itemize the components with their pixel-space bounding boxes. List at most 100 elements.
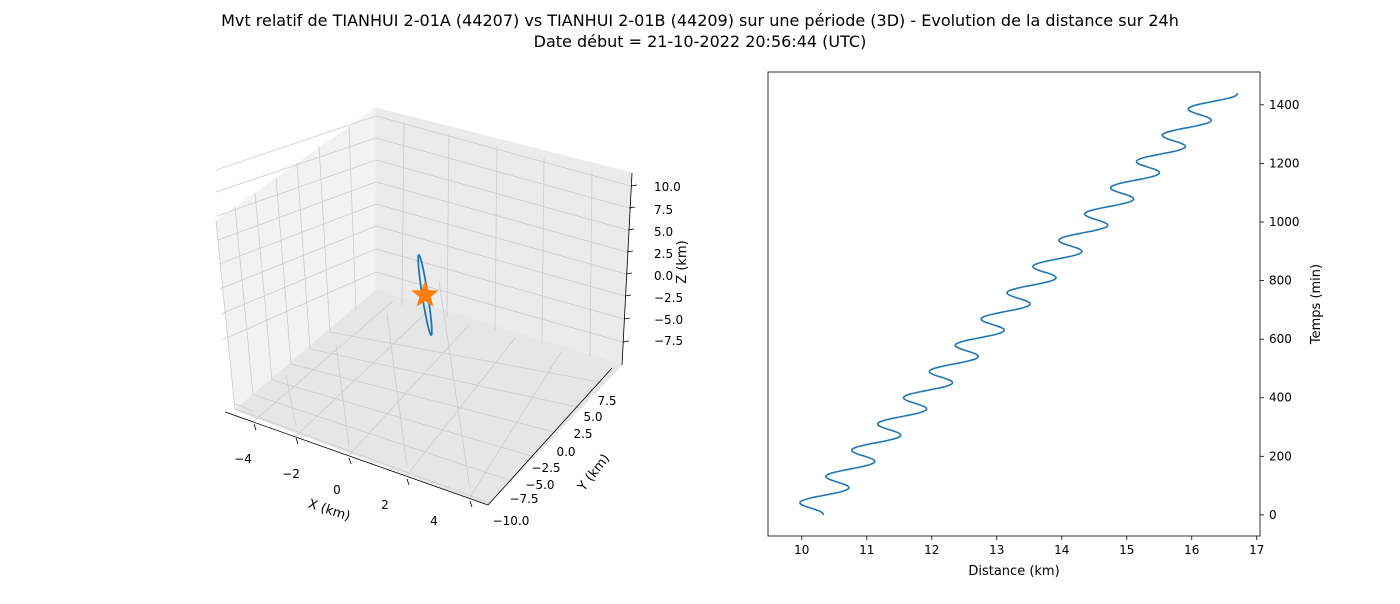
grid-line [329,331,606,384]
z-tick-label: 10.0 [654,180,681,194]
z-tick [624,294,632,297]
y-tick-label: 7.5 [597,394,616,408]
grid-line [318,145,331,334]
x-tick [406,478,410,486]
x-tick-label: 11 [859,543,874,557]
y-tick-label: 0.0 [556,445,575,459]
z-axis-line [621,172,633,366]
grid-line [401,122,405,306]
grid-line [589,170,593,357]
z-tick-label: 0.0 [654,269,673,283]
grid-line [215,220,236,411]
x-tick-label: −2 [282,467,300,481]
grid-line [375,159,629,231]
grid-line [217,181,377,241]
grid-line [235,408,491,504]
x-axis-label: X (km) [306,497,352,525]
grid-line [219,225,377,290]
y-axis-label: Y (km) [575,452,614,495]
x-tick-label: 4 [430,514,438,528]
x-axis-label-2d: Distance (km) [968,564,1059,579]
z-tick [625,272,633,275]
y-tick-label: −5.0 [525,478,554,492]
z-tick-label: −5.0 [654,313,683,327]
ticks-2d: 10 11 12 13 14 15 16 17 0 200 400 600 800 1000 1200 140… [794,98,1299,557]
grid-line [386,313,408,468]
y-axis-line [487,367,613,506]
x-axis-line [224,411,489,506]
y-tick-label: 800 [1269,274,1292,288]
y-axis-label-2d: Temps (min) [1309,264,1324,345]
y-tick-label: 2.5 [573,427,592,441]
x-tick-label: −4 [234,452,252,466]
x-tick [295,437,299,445]
y-tick-label: 1400 [1269,98,1300,112]
grid-line [218,203,377,265]
grid-line [275,177,292,365]
z-tick [623,317,631,320]
y-tick-label: 400 [1269,391,1292,405]
z-tick-label: 2.5 [654,247,673,261]
z-tick-label: −2.5 [654,291,683,305]
grid-line [469,351,562,498]
x-tick-label: 17 [1249,543,1264,557]
y-tick-label: 1000 [1269,215,1300,229]
grid-line [253,394,513,482]
grid-line [271,379,536,458]
chart-title: Mvt relatif de TIANHUI 2-01A (44207) vs … [221,11,1179,30]
grid-line [220,248,377,315]
grid-3d [215,115,632,504]
x-tick-label: 0 [333,483,341,497]
y-tick-label: −7.5 [509,492,538,506]
z-tick-label: −7.5 [654,334,683,348]
y-tick-label: 5.0 [583,410,602,424]
grid-line [375,137,630,209]
grid-line [253,300,394,422]
grid-line [221,271,377,341]
grid-line [438,280,471,490]
y-tick-label: −2.5 [531,461,560,475]
z-tick [627,228,635,231]
z-tick-label: 5.0 [654,225,673,239]
z-tick [622,340,630,343]
distance-series-line [799,92,1238,516]
grid-line [254,192,273,381]
y-tick-label: −10.0 [493,514,530,528]
grid-line [375,271,624,343]
grid-line [309,348,583,409]
grid-line [375,181,628,253]
grid-line [295,311,428,437]
grid-line [296,162,311,350]
x-tick-label: 15 [1119,543,1134,557]
plot-2d: 10 11 12 13 14 15 16 17 0 200 400 600 800 1000 1200 140… [767,71,1324,579]
x-tick-label: 12 [924,543,939,557]
satellite-star-marker [411,280,439,307]
x-tick-label: 10 [794,543,809,557]
trajectory-line [417,254,433,336]
grid-line [335,344,350,447]
z-tick [626,250,634,253]
x-tick-label: 2 [381,498,389,512]
x-tick [469,500,473,508]
chart-subtitle: Date début = 21-10-2022 20:56:44 (UTC) [534,32,867,51]
plot-area [767,71,1261,537]
grid-line [290,363,559,434]
z-tick [630,184,638,187]
x-tick [253,423,257,431]
y-tick-label: 1200 [1269,156,1300,170]
x-tick-label: 13 [989,543,1004,557]
grid-line [446,133,450,318]
y-tick-label: 600 [1269,332,1292,346]
z-tick-label: 7.5 [654,203,673,217]
z-tick [628,206,636,209]
y-tick-label: 200 [1269,449,1292,463]
grid-line [235,403,255,413]
x-tick-label: 14 [1054,543,1069,557]
x-tick-label: 16 [1184,543,1199,557]
z-axis-label: Z (km) [675,240,690,283]
grid-line [215,137,377,193]
grid-line [375,115,632,187]
grid-line [375,203,627,275]
